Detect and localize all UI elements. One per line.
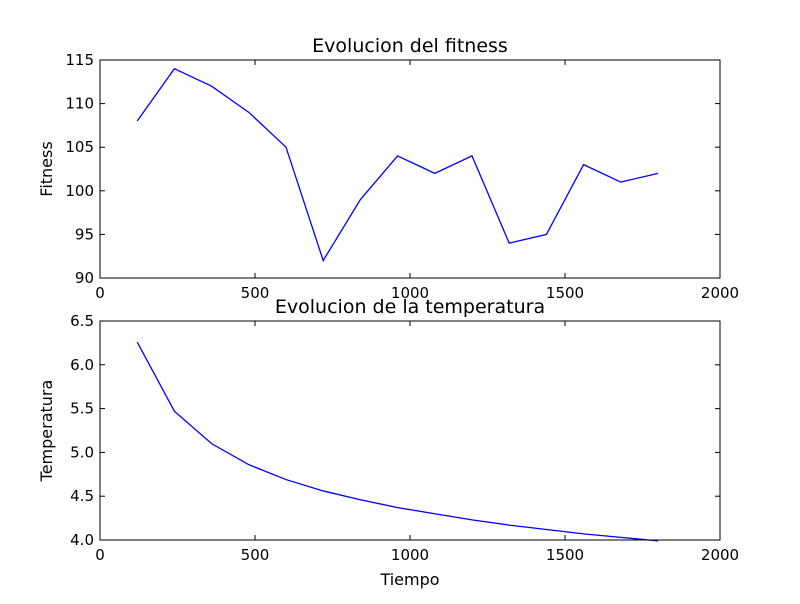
x-tick-label: 500 bbox=[241, 284, 270, 302]
x-tick-label: 1000 bbox=[391, 546, 429, 564]
x-tick-label: 0 bbox=[95, 546, 105, 564]
y-tick-label: 90 bbox=[75, 269, 94, 287]
series-line-1 bbox=[137, 69, 658, 261]
y-tick-label: 5.0 bbox=[70, 443, 94, 461]
chart-title: Evolucion de la temperatura bbox=[275, 296, 545, 318]
x-axis-label: Tiempo bbox=[379, 570, 439, 589]
y-axis-label: Temperatura bbox=[37, 380, 56, 483]
y-tick-label: 4.0 bbox=[70, 531, 94, 549]
y-tick-label: 95 bbox=[75, 225, 94, 243]
y-axis-label: Fitness bbox=[37, 141, 56, 196]
axes-frame bbox=[100, 60, 720, 278]
x-tick-label: 1500 bbox=[546, 284, 584, 302]
y-tick-label: 6.0 bbox=[70, 356, 94, 374]
axes-frame bbox=[100, 321, 720, 540]
x-tick-label: 1500 bbox=[546, 546, 584, 564]
chart-title: Evolucion del fitness bbox=[312, 35, 508, 57]
x-tick-label: 2000 bbox=[701, 284, 739, 302]
y-tick-label: 4.5 bbox=[70, 487, 94, 505]
y-tick-label: 5.5 bbox=[70, 400, 94, 418]
y-tick-label: 110 bbox=[65, 95, 94, 113]
y-tick-label: 100 bbox=[65, 182, 94, 200]
chart-panel-2: 0 500 1000 1500 2000 4.0 4.5 5.0 5.5 6.0 6.5 Evoluc… bbox=[37, 296, 739, 589]
series-line-1 bbox=[137, 342, 658, 541]
x-tick-label: 2000 bbox=[701, 546, 739, 564]
x-tick-label: 0 bbox=[95, 284, 105, 302]
x-tick-label: 500 bbox=[241, 546, 270, 564]
y-tick-label: 115 bbox=[65, 51, 94, 69]
y-tick-label: 105 bbox=[65, 138, 94, 156]
y-tick-label: 6.5 bbox=[70, 312, 94, 330]
